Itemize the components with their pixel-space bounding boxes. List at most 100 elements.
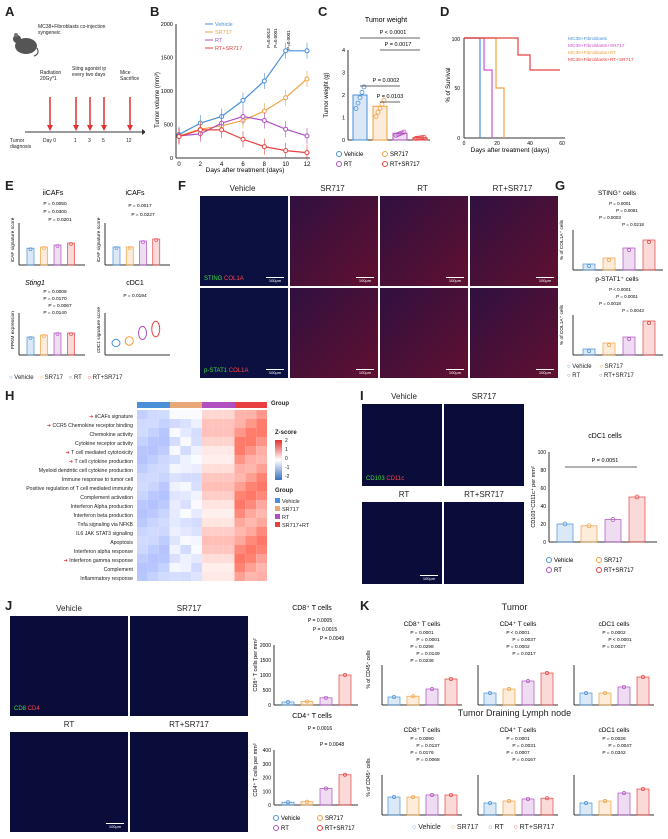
j-img-sr717 bbox=[130, 616, 248, 716]
h-cell bbox=[169, 572, 181, 581]
h-cell bbox=[137, 536, 148, 545]
b-legend-sr717: SR717 bbox=[215, 30, 232, 36]
e-point bbox=[154, 238, 159, 242]
g-ylabel-0: % of COL1A⁺ cells bbox=[559, 219, 565, 260]
k-point bbox=[411, 795, 415, 799]
h-cell bbox=[245, 545, 257, 554]
panel-letter-c: C bbox=[318, 4, 328, 19]
h-cell bbox=[212, 563, 224, 572]
j-head-sr717: SR717 bbox=[176, 604, 202, 613]
h-row-label: Chemokine activity bbox=[89, 432, 133, 438]
h-cell bbox=[158, 518, 170, 527]
j-bar bbox=[319, 788, 333, 806]
e-point bbox=[28, 247, 33, 251]
h-row-label: ➜ T cell cytokine production bbox=[68, 459, 133, 465]
b-ytick: 1500 bbox=[161, 56, 173, 62]
h-cell bbox=[223, 536, 235, 545]
g-title-0: STING⁺ cells bbox=[598, 190, 637, 197]
h-cell bbox=[158, 464, 170, 473]
h-cell bbox=[223, 482, 235, 491]
h-cell bbox=[202, 527, 213, 536]
h-cell bbox=[202, 554, 213, 563]
c-point bbox=[355, 100, 361, 106]
j-head-vehicle: Vehicle bbox=[56, 604, 82, 613]
e-title-1: iCAFs bbox=[125, 190, 145, 197]
k-pval: P = 0.0298 bbox=[410, 644, 434, 650]
c-pval-2: P = 0.0017 bbox=[385, 42, 412, 48]
h-cell bbox=[256, 536, 267, 545]
c-point bbox=[357, 95, 363, 101]
e-violin bbox=[151, 320, 161, 338]
h-cell bbox=[191, 437, 202, 446]
h-cell bbox=[256, 572, 267, 581]
h-cell bbox=[212, 554, 224, 563]
panel-letter-h: H bbox=[5, 388, 15, 403]
g-p-1-1: P = 0.0001 bbox=[616, 294, 638, 299]
step-sting: Sting agonist ip every two days bbox=[72, 66, 107, 78]
f-image: 100μm bbox=[470, 196, 558, 286]
h-cell bbox=[169, 437, 181, 446]
g-bar bbox=[642, 239, 656, 271]
h-cell bbox=[191, 419, 202, 428]
h-cell bbox=[212, 419, 224, 428]
j-point bbox=[305, 799, 309, 804]
c-bar bbox=[352, 94, 368, 141]
i-ytick: 100 bbox=[538, 450, 547, 456]
e-bar bbox=[152, 238, 161, 266]
timeline bbox=[25, 97, 145, 135]
b-point bbox=[261, 117, 267, 123]
h-cell bbox=[234, 491, 246, 500]
i-ytick: 40 bbox=[540, 504, 546, 510]
h-cell bbox=[212, 446, 224, 455]
d-xtick-40: 40 bbox=[527, 141, 533, 147]
h-cell bbox=[147, 410, 159, 419]
k-tumor-title: Tumor bbox=[501, 602, 528, 612]
h-cell bbox=[245, 572, 257, 581]
f-col-combo: RT+SR717 bbox=[492, 184, 533, 193]
k-lymph-title: Tumor Draining Lymph node bbox=[457, 708, 572, 718]
h-cell bbox=[256, 437, 267, 446]
g-p-1-3: P = 0.0043 bbox=[622, 308, 644, 313]
k-pval: P = 0.0149 bbox=[416, 651, 440, 657]
h-cell bbox=[147, 491, 159, 500]
k-bar bbox=[598, 692, 612, 706]
d-curve-combo bbox=[464, 37, 560, 71]
i-chart: cDC1 cells CD103⁺CD11c⁺ per mm² P = 0.00… bbox=[530, 433, 657, 574]
h-cell bbox=[169, 509, 181, 518]
f-col-rt: RT bbox=[417, 184, 428, 193]
b-pval-1: P=0.0013 bbox=[266, 28, 271, 48]
h-row-label: Inflammatory response bbox=[80, 576, 133, 582]
h-heatmap bbox=[137, 410, 267, 581]
h-cell bbox=[256, 491, 267, 500]
k-point bbox=[545, 671, 549, 675]
k-chart-title: CD4⁺ T cells bbox=[500, 727, 538, 734]
f-col-sr717: SR717 bbox=[320, 184, 345, 193]
h-cell bbox=[180, 527, 192, 536]
b-point bbox=[283, 48, 289, 54]
h-cell bbox=[169, 410, 181, 419]
h-cell bbox=[202, 518, 213, 527]
h-cell bbox=[169, 518, 181, 527]
h-cell bbox=[137, 509, 148, 518]
h-cell bbox=[245, 491, 257, 500]
k-point bbox=[622, 791, 626, 795]
f-scale-bar: 100μm bbox=[266, 369, 284, 375]
g-bar bbox=[582, 348, 596, 356]
g-point bbox=[627, 248, 631, 252]
k-bar bbox=[617, 686, 631, 706]
j-bar bbox=[338, 674, 352, 706]
g-ylabel-1: % of COL1A⁺ cells bbox=[559, 304, 565, 345]
h-cell bbox=[137, 428, 148, 437]
k-chart-title: CD8⁺ T cells bbox=[404, 621, 442, 628]
h-cell bbox=[191, 482, 202, 491]
k-bar bbox=[521, 680, 535, 706]
h-ztick: 1 bbox=[285, 447, 288, 453]
c-ytick: 2 bbox=[342, 93, 345, 99]
f-image: 100μm bbox=[380, 288, 468, 378]
c-point bbox=[377, 105, 383, 111]
day-5: 5 bbox=[102, 138, 105, 144]
b-xtick: 6 bbox=[241, 162, 245, 168]
h-cell bbox=[191, 572, 202, 581]
j-legend-rt: RT bbox=[281, 826, 289, 832]
e-ylabel-1: iCAF signature score bbox=[96, 217, 102, 262]
